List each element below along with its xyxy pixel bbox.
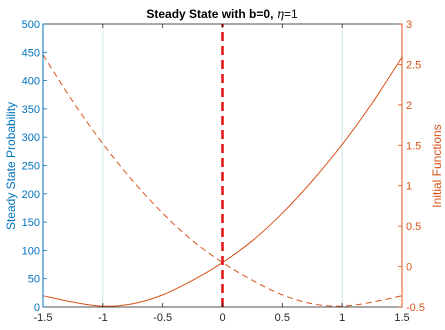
y-left-tick-label: 450 [22, 47, 40, 59]
y-left-tick-label: 500 [22, 19, 40, 31]
y-right-tick-label: 3 [406, 19, 412, 31]
chart-title-prefix: Steady State with b=0, [146, 7, 276, 21]
y-right-tick-label: 2.5 [406, 59, 421, 71]
y-right-tick-label: 1 [406, 181, 412, 193]
y-left-tick-label: 200 [22, 189, 40, 201]
y-axis-right-label: Initial Functions [430, 124, 444, 207]
y-left-tick-label: 50 [28, 274, 40, 286]
y-left-tick-label: 400 [22, 76, 40, 88]
x-tick-label: 1 [339, 312, 345, 324]
y-left-tick-label: 350 [22, 104, 40, 116]
chart-title-eta: η [277, 7, 285, 21]
y-left-tick-label: 300 [22, 132, 40, 144]
y-left-tick-label: 100 [22, 245, 40, 257]
y-right-tick-label: 2 [406, 100, 412, 112]
y-right-tick-label: -0.5 [406, 302, 425, 314]
y-left-tick-label: 250 [22, 161, 40, 173]
y-right-tick-label: 0.5 [406, 221, 421, 233]
y-right-tick-label: 1.5 [406, 140, 421, 152]
x-tick-label: 0 [219, 312, 225, 324]
grid-layer [102, 24, 343, 307]
x-tick-label: 1.5 [394, 312, 409, 324]
x-tick-label: -1.5 [34, 312, 53, 324]
y-right-tick-label: 0 [406, 262, 412, 274]
x-tick-label: 0.5 [275, 312, 290, 324]
x-tick-label: -0.5 [153, 312, 172, 324]
y-left-tick-label: 150 [22, 217, 40, 229]
y-left-tick-label: 0 [34, 302, 40, 314]
y-axis-left-label: Steady State Probability [4, 102, 18, 230]
x-tick-label: -1 [98, 312, 108, 324]
chart-title-suffix: =1 [284, 7, 298, 21]
axis-layer: -1.5 -1 -0.5 0 0.5 1 1.5 0 50 100 150 200 250 300 350 4… [22, 19, 425, 324]
chart-title: Steady State with b=0, η=1 [146, 7, 298, 21]
